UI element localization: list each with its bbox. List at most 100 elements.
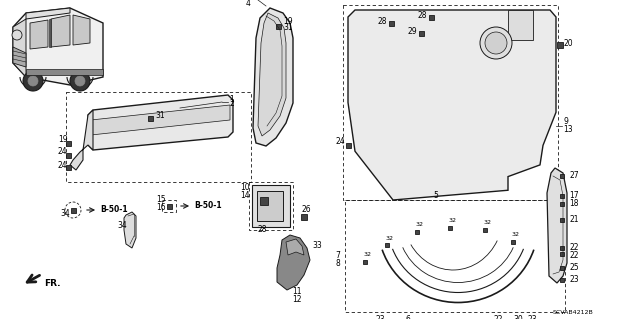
Text: 24: 24 <box>58 160 68 169</box>
Polygon shape <box>26 69 103 75</box>
Text: 30: 30 <box>513 315 523 319</box>
Bar <box>483 228 487 232</box>
Circle shape <box>480 27 512 59</box>
Text: 32: 32 <box>364 253 372 257</box>
Text: 22: 22 <box>569 251 579 261</box>
Bar <box>560 218 564 222</box>
Bar <box>557 42 563 48</box>
Polygon shape <box>73 15 90 45</box>
Bar <box>448 226 452 230</box>
Polygon shape <box>253 8 293 146</box>
Text: 34: 34 <box>60 209 70 218</box>
Polygon shape <box>277 235 310 290</box>
Bar <box>65 140 70 145</box>
Polygon shape <box>70 110 93 170</box>
Bar <box>560 246 564 250</box>
Text: 23: 23 <box>527 315 536 319</box>
Text: 32: 32 <box>386 235 394 241</box>
Text: 19: 19 <box>283 18 292 26</box>
Bar <box>415 230 419 234</box>
Circle shape <box>75 76 85 86</box>
Text: 9: 9 <box>563 117 568 127</box>
Text: 8: 8 <box>335 258 340 268</box>
Bar <box>560 278 564 282</box>
Polygon shape <box>30 20 48 49</box>
Bar <box>560 194 564 198</box>
Text: 25: 25 <box>569 263 579 272</box>
Text: 32: 32 <box>449 219 457 224</box>
Bar <box>260 197 268 205</box>
Circle shape <box>70 71 90 91</box>
Text: 22: 22 <box>569 243 579 253</box>
Text: 17: 17 <box>569 191 579 201</box>
Text: SCVAB4212B: SCVAB4212B <box>553 310 594 315</box>
Bar <box>560 252 564 256</box>
Polygon shape <box>13 47 26 67</box>
Polygon shape <box>13 19 26 77</box>
Text: B-50-1: B-50-1 <box>194 202 221 211</box>
Text: 11: 11 <box>292 287 301 296</box>
Text: 31: 31 <box>283 24 292 33</box>
Text: 12: 12 <box>292 294 301 303</box>
Polygon shape <box>547 168 567 283</box>
Text: 32: 32 <box>416 222 424 227</box>
Bar <box>257 191 283 221</box>
Bar <box>147 115 152 121</box>
Text: 29: 29 <box>408 26 418 35</box>
Polygon shape <box>51 15 70 47</box>
Text: 4: 4 <box>246 0 251 9</box>
Text: B-50-1: B-50-1 <box>100 205 127 214</box>
Circle shape <box>23 71 43 91</box>
Text: 32: 32 <box>512 233 520 238</box>
Text: 23: 23 <box>569 276 579 285</box>
Polygon shape <box>258 13 286 136</box>
Polygon shape <box>252 185 290 227</box>
Circle shape <box>485 32 507 54</box>
Text: 28: 28 <box>418 11 428 19</box>
Text: 20: 20 <box>563 39 573 48</box>
Polygon shape <box>13 8 103 85</box>
Polygon shape <box>348 10 556 200</box>
Polygon shape <box>286 239 304 255</box>
Bar <box>346 143 351 148</box>
Bar <box>343 5 558 200</box>
Text: FR.: FR. <box>44 278 61 287</box>
Text: 10: 10 <box>240 183 250 192</box>
Text: 6: 6 <box>405 315 410 319</box>
Bar <box>429 14 433 19</box>
Bar <box>560 202 564 206</box>
Bar <box>511 240 515 244</box>
Bar <box>275 24 280 28</box>
Circle shape <box>28 76 38 86</box>
Text: 14: 14 <box>240 190 250 199</box>
Text: 34: 34 <box>117 220 127 229</box>
Bar <box>560 174 564 178</box>
Text: 28: 28 <box>378 17 387 26</box>
Text: 27: 27 <box>569 172 579 181</box>
Text: 1: 1 <box>229 94 234 103</box>
Polygon shape <box>91 105 230 135</box>
Bar <box>345 200 565 312</box>
Bar <box>388 20 394 26</box>
Text: 18: 18 <box>569 199 579 209</box>
Text: 5: 5 <box>433 191 438 201</box>
Bar <box>385 243 389 247</box>
Text: 26: 26 <box>302 204 312 213</box>
Bar <box>66 92 251 182</box>
Text: 15: 15 <box>156 196 166 204</box>
Text: 22: 22 <box>493 315 502 319</box>
Bar <box>560 266 564 270</box>
Text: 33: 33 <box>312 241 322 249</box>
Circle shape <box>12 30 22 40</box>
Bar <box>363 260 367 264</box>
Text: 24: 24 <box>58 147 68 157</box>
Text: 28: 28 <box>257 226 266 234</box>
Text: 24: 24 <box>335 137 344 146</box>
Polygon shape <box>88 95 233 150</box>
Polygon shape <box>124 212 136 248</box>
Text: 21: 21 <box>569 216 579 225</box>
Text: 3: 3 <box>246 0 251 3</box>
Text: 7: 7 <box>335 250 340 259</box>
Bar <box>65 152 70 158</box>
Text: 16: 16 <box>156 203 166 211</box>
